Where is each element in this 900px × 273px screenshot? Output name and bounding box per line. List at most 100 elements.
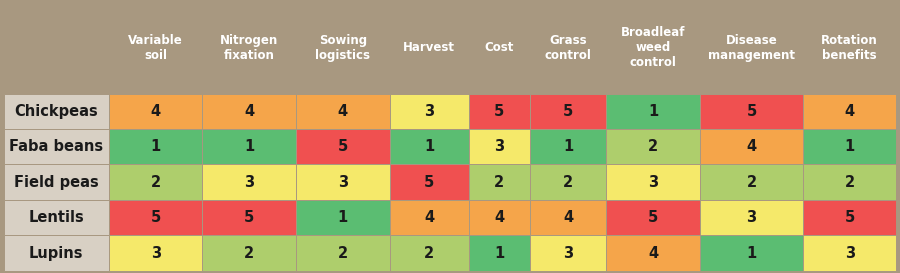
Text: 5: 5: [494, 104, 505, 119]
Text: 1: 1: [150, 139, 161, 154]
Text: 3: 3: [424, 104, 435, 119]
Text: 3: 3: [648, 175, 658, 190]
Bar: [607, 200, 700, 235]
Bar: [296, 200, 390, 235]
Text: 3: 3: [150, 246, 161, 261]
Bar: [296, 2, 390, 94]
Text: Cost: Cost: [485, 41, 514, 54]
Text: Faba beans: Faba beans: [9, 139, 104, 154]
Bar: [469, 164, 530, 200]
Bar: [803, 2, 896, 94]
Text: 1: 1: [494, 246, 505, 261]
Text: Lupins: Lupins: [29, 246, 84, 261]
Bar: [202, 94, 296, 129]
Text: 5: 5: [338, 139, 348, 154]
Text: 4: 4: [244, 104, 255, 119]
Bar: [469, 94, 530, 129]
Bar: [4, 129, 109, 164]
Text: 1: 1: [648, 104, 659, 119]
Bar: [202, 164, 296, 200]
Text: 2: 2: [150, 175, 161, 190]
Text: 5: 5: [244, 210, 255, 225]
Bar: [296, 235, 390, 271]
Bar: [469, 129, 530, 164]
Bar: [202, 129, 296, 164]
Bar: [469, 200, 530, 235]
Text: 3: 3: [746, 210, 757, 225]
Bar: [803, 94, 896, 129]
Bar: [803, 129, 896, 164]
Bar: [607, 94, 700, 129]
Bar: [4, 164, 109, 200]
Text: 2: 2: [338, 246, 347, 261]
Text: 5: 5: [424, 175, 435, 190]
Bar: [469, 2, 530, 94]
Text: 5: 5: [648, 210, 659, 225]
Text: 4: 4: [563, 210, 573, 225]
Bar: [530, 2, 607, 94]
Text: 2: 2: [746, 175, 757, 190]
Text: Sowing
logistics: Sowing logistics: [315, 34, 370, 62]
Text: Grass
control: Grass control: [544, 34, 591, 62]
Text: Nitrogen
fixation: Nitrogen fixation: [220, 34, 278, 62]
Text: Rotation
benefits: Rotation benefits: [822, 34, 878, 62]
Text: Lentils: Lentils: [29, 210, 85, 225]
Text: 2: 2: [563, 175, 573, 190]
Text: 5: 5: [746, 104, 757, 119]
Bar: [202, 2, 296, 94]
Bar: [700, 2, 803, 94]
Text: 3: 3: [844, 246, 855, 261]
Text: 2: 2: [648, 139, 658, 154]
Text: 1: 1: [746, 246, 757, 261]
Text: 1: 1: [563, 139, 573, 154]
Text: 5: 5: [150, 210, 161, 225]
Bar: [109, 235, 202, 271]
Bar: [700, 235, 803, 271]
Bar: [296, 94, 390, 129]
Text: Disease
management: Disease management: [708, 34, 795, 62]
Text: 2: 2: [844, 175, 855, 190]
Bar: [607, 235, 700, 271]
Bar: [109, 164, 202, 200]
Text: 5: 5: [844, 210, 855, 225]
Bar: [530, 94, 607, 129]
Bar: [109, 2, 202, 94]
Bar: [390, 2, 469, 94]
Bar: [803, 200, 896, 235]
Bar: [530, 200, 607, 235]
Text: 4: 4: [424, 210, 435, 225]
Text: 2: 2: [424, 246, 435, 261]
Bar: [109, 94, 202, 129]
Text: 1: 1: [244, 139, 255, 154]
Bar: [530, 164, 607, 200]
Bar: [607, 2, 700, 94]
Bar: [109, 129, 202, 164]
Text: 1: 1: [424, 139, 435, 154]
Text: Broadleaf
weed
control: Broadleaf weed control: [621, 26, 686, 69]
Bar: [109, 200, 202, 235]
Bar: [296, 129, 390, 164]
Bar: [530, 129, 607, 164]
Bar: [202, 235, 296, 271]
Bar: [4, 235, 109, 271]
Text: 4: 4: [150, 104, 161, 119]
Text: 5: 5: [563, 104, 573, 119]
Text: 4: 4: [338, 104, 347, 119]
Bar: [700, 129, 803, 164]
Bar: [4, 2, 109, 94]
Bar: [390, 200, 469, 235]
Bar: [803, 235, 896, 271]
Bar: [607, 164, 700, 200]
Text: 4: 4: [844, 104, 855, 119]
Bar: [700, 94, 803, 129]
Bar: [390, 94, 469, 129]
Text: 4: 4: [648, 246, 658, 261]
Text: 3: 3: [563, 246, 573, 261]
Text: 4: 4: [494, 210, 505, 225]
Bar: [296, 164, 390, 200]
Text: 3: 3: [244, 175, 255, 190]
Bar: [4, 94, 109, 129]
Text: 3: 3: [338, 175, 347, 190]
Text: 3: 3: [494, 139, 505, 154]
Bar: [390, 235, 469, 271]
